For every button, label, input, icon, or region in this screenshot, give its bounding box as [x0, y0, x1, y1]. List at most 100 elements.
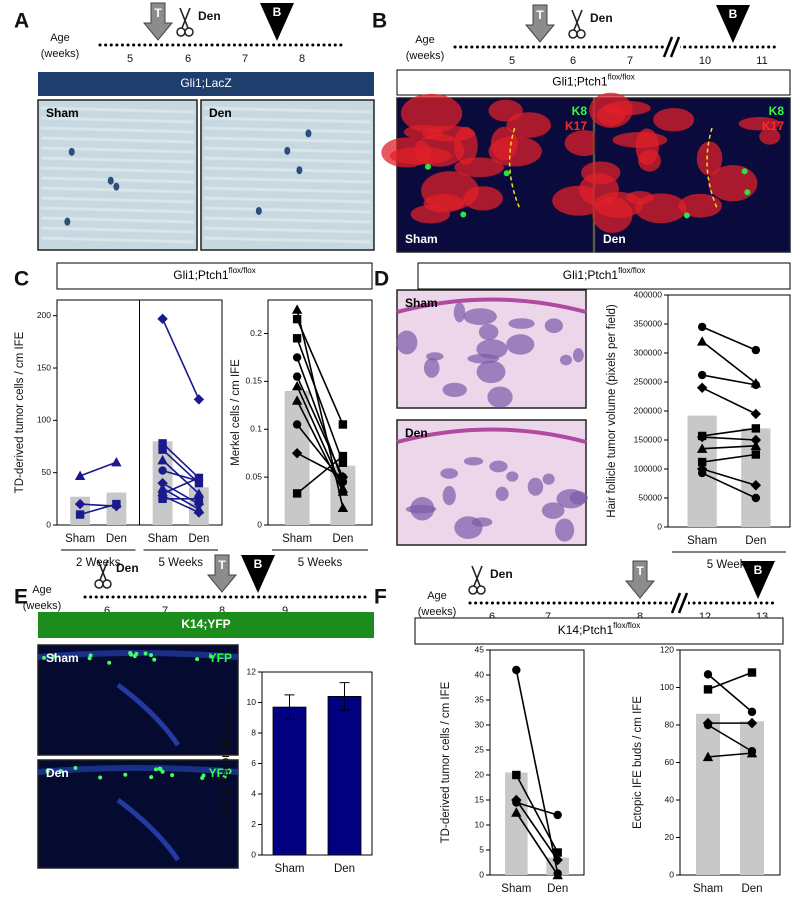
x-tick-label: Den [334, 863, 355, 875]
y-tick-label: 100000 [634, 463, 663, 473]
scissors [97, 559, 107, 581]
texture [116, 798, 181, 862]
texture [203, 196, 372, 204]
stain-label: K8 [769, 104, 785, 118]
texture [203, 186, 372, 194]
axis-break [669, 36, 681, 58]
y-tick-label: 0 [669, 869, 674, 879]
y-tick-label: 150 [37, 362, 51, 372]
surgery-label: Den [198, 9, 221, 23]
biopsy-marker [716, 5, 750, 43]
texture [559, 354, 573, 366]
week-label: 6 [104, 605, 110, 617]
group-label: 2 Weeks [76, 557, 121, 569]
pair-line [707, 671, 753, 691]
texture [40, 126, 195, 134]
plot-frame [667, 294, 791, 528]
data-point [751, 424, 761, 433]
y-tick-label: 35 [475, 694, 485, 704]
y-tick-label: 250000 [634, 376, 663, 386]
plot-frame [489, 649, 585, 876]
x-tick-label: Sham [282, 533, 312, 545]
data-point [750, 440, 762, 450]
texture [442, 485, 456, 506]
y-axis-label: Hair follicle tumor volume (pixels per f… [606, 304, 618, 518]
texture [51, 654, 56, 659]
bar [505, 772, 528, 875]
treatment-label: T [536, 8, 544, 22]
y-tick-label: 200 [37, 310, 51, 320]
data-point [158, 439, 167, 448]
data-point [696, 382, 708, 393]
texture [396, 330, 418, 355]
pair-line [79, 461, 117, 477]
data-point [193, 394, 205, 405]
pair-line [162, 442, 200, 479]
texture [471, 517, 493, 527]
y-tick-label: 100 [660, 682, 674, 692]
week-label: 7 [627, 55, 633, 67]
pair-line [162, 469, 200, 482]
y-tick-label: 12 [247, 666, 257, 676]
texture [467, 353, 500, 364]
error-bar [339, 682, 350, 711]
texture [453, 302, 466, 323]
surgery-label: Den [116, 561, 139, 575]
y-tick-label: 0 [479, 869, 484, 879]
bar [327, 696, 362, 856]
texture [489, 460, 508, 473]
texture [593, 191, 644, 218]
x-tick-label: Sham [501, 883, 531, 895]
header-main: K14;Ptch1 [558, 623, 614, 637]
surgery-label: Den [490, 567, 513, 581]
header-text: K14;YFP [181, 617, 230, 631]
texture [87, 656, 92, 661]
data-point [291, 304, 303, 314]
plot-frame [679, 649, 781, 876]
week-label: 8 [219, 605, 225, 617]
image-label: Sham [405, 232, 438, 246]
data-point [703, 670, 713, 679]
treatment-arrow [142, 2, 174, 41]
data-point [194, 473, 204, 483]
data-point [292, 420, 302, 429]
texture [597, 105, 626, 126]
texture [40, 156, 195, 164]
pair-line [296, 318, 344, 425]
data-point [696, 336, 708, 346]
y-tick-label: 0.15 [245, 376, 262, 386]
pair-line [516, 801, 558, 816]
plot-frame [267, 299, 373, 526]
texture [683, 212, 690, 219]
texture [410, 497, 435, 521]
age-label: (weeks) [406, 50, 445, 62]
data-point [553, 848, 562, 857]
texture [696, 141, 723, 176]
x-tick-label: Sham [65, 533, 95, 545]
y-tick-label: 0 [46, 519, 51, 529]
x-tick-label: Den [741, 883, 762, 895]
biopsy-label: B [254, 557, 263, 571]
data-point [751, 345, 761, 355]
texture [203, 236, 372, 244]
scissors [184, 27, 194, 37]
data-point [697, 322, 707, 332]
y-tick-label: 4 [251, 788, 256, 798]
texture [542, 473, 555, 485]
scissors [179, 7, 189, 29]
texture [152, 657, 157, 662]
texture [107, 660, 112, 665]
axis-break [662, 36, 674, 58]
texture [107, 176, 114, 185]
pair-line [707, 673, 753, 713]
pair-line [296, 338, 344, 464]
data-point [74, 498, 86, 510]
y-tick-label: 45 [475, 644, 485, 654]
texture [64, 217, 71, 226]
data-point [750, 434, 762, 446]
texture [506, 112, 552, 138]
y-tick-label: 150000 [634, 434, 663, 444]
x-tick-label: Sham [687, 535, 717, 547]
pair-line [701, 340, 757, 384]
